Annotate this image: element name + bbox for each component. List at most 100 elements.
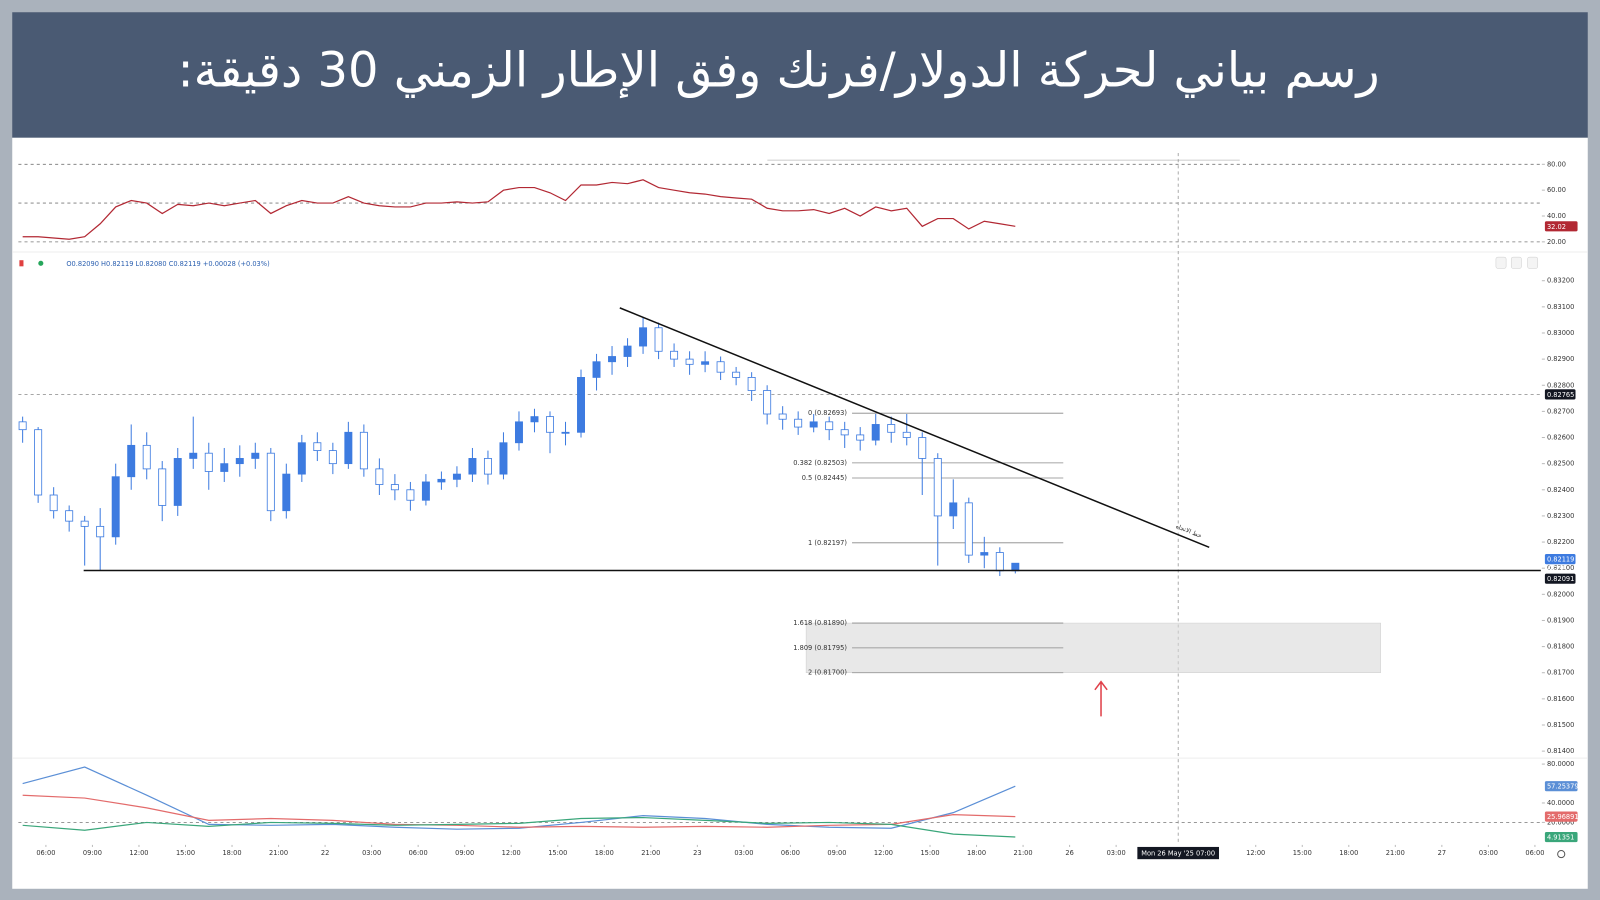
- x-tick-label: 06:00: [36, 849, 55, 857]
- candle-body: [701, 361, 710, 365]
- candle-body: [499, 442, 508, 475]
- chart-area: [12, 137, 1588, 889]
- candle-body: [856, 434, 865, 441]
- crosshair-price: 0.82765: [1547, 391, 1574, 399]
- x-tick-label: 03:00: [1479, 849, 1498, 857]
- fib-label: 0.5 (0.82445): [802, 474, 848, 482]
- fib-label: 0 (0.82693): [808, 409, 847, 417]
- x-tick-label: 06:00: [409, 849, 428, 857]
- x-tick-label: 12:00: [874, 849, 893, 857]
- y-tick-label: 0.82000: [1547, 590, 1574, 598]
- x-tick-label: 06:00: [1525, 849, 1544, 857]
- candle-body: [732, 371, 741, 378]
- candle-body: [794, 418, 803, 428]
- candle-body: [980, 552, 989, 556]
- y-tick-label: 0.81800: [1547, 643, 1574, 651]
- x-tick-label: 15:00: [920, 849, 939, 857]
- candle-body: [127, 444, 136, 478]
- fib-label: 1.618 (0.81890): [793, 619, 847, 627]
- candle-body: [639, 327, 648, 347]
- settings-icon[interactable]: [1557, 850, 1566, 859]
- x-tick-label: 18:00: [222, 849, 241, 857]
- target-arrow: [1094, 680, 1108, 717]
- y-tick-label: 0.81600: [1547, 695, 1574, 703]
- candle-body: [34, 429, 43, 496]
- last-price-bg: [1544, 554, 1576, 565]
- y-tick-label: 0.82300: [1547, 512, 1574, 520]
- ohlc-legend: O0.82090 H0.82119 L0.82080 C0.82119 +0.0…: [66, 260, 270, 268]
- candle-body: [18, 421, 27, 431]
- candle-body: [608, 356, 617, 363]
- y-tick-label: 0.81900: [1547, 616, 1574, 624]
- indicator-line: [22, 179, 1016, 240]
- x-tick-label: 09:00: [455, 849, 474, 857]
- y-tick-label: 0.83100: [1547, 303, 1574, 311]
- scroll-up-button[interactable]: [1495, 256, 1507, 269]
- candle-body: [189, 452, 198, 459]
- support-price-bg: [1544, 573, 1576, 584]
- y-tick-label: 0.82500: [1547, 460, 1574, 468]
- y-tick-label: 0.81700: [1547, 669, 1574, 677]
- candle-body: [375, 468, 384, 485]
- indicator-line: [22, 816, 1016, 838]
- candle-body: [359, 431, 368, 470]
- candle-body: [716, 361, 725, 373]
- x-tick-label: 03:00: [1107, 849, 1126, 857]
- y-tick-label: 80.00: [1547, 160, 1566, 168]
- candle-body: [964, 502, 973, 556]
- candle-body: [918, 437, 927, 459]
- candle-body: [871, 424, 880, 441]
- y-tick-label: 0.82400: [1547, 486, 1574, 494]
- symbol-icon: [19, 260, 24, 267]
- candle-body: [421, 481, 430, 501]
- candle-body: [235, 458, 244, 465]
- x-tick-label: 27: [1438, 849, 1446, 857]
- candle-body: [902, 431, 911, 438]
- candle-body: [809, 421, 818, 428]
- candle-body: [204, 452, 213, 472]
- support-price: 0.82091: [1547, 575, 1574, 583]
- y-tick-label: 40.00: [1547, 212, 1566, 220]
- countdown: 22:31: [1547, 563, 1566, 571]
- x-tick-label: 12:00: [129, 849, 148, 857]
- candle-body: [158, 468, 167, 506]
- y-tick-label: 0.82600: [1547, 434, 1574, 442]
- x-tick-label: 22: [321, 849, 329, 857]
- x-tick-label: 09:00: [827, 849, 846, 857]
- y-tick-label: 0.81500: [1547, 721, 1574, 729]
- last-value-badge: 57.25379: [1547, 783, 1579, 791]
- x-tick-label: 23: [693, 849, 701, 857]
- x-tick-label: 12:00: [502, 849, 521, 857]
- scroll-down-button[interactable]: [1510, 256, 1522, 269]
- candle-body: [763, 390, 772, 415]
- candle-body: [561, 431, 570, 434]
- last-value-badge: 25.96891: [1547, 813, 1579, 821]
- y-tick-label: 60.00: [1547, 186, 1566, 194]
- candle-body: [530, 416, 539, 423]
- y-tick-label: 0.82700: [1547, 407, 1574, 415]
- candle-body: [344, 431, 353, 465]
- y-tick-label: 0.82100: [1547, 564, 1574, 572]
- candle-body: [778, 413, 787, 420]
- candle-body: [282, 473, 291, 512]
- x-tick-label: 06:00: [781, 849, 800, 857]
- fib-label: 1.809 (0.81795): [793, 644, 847, 652]
- crosshair-time: Mon 26 May '25 07:00: [1141, 850, 1215, 858]
- candle-body: [995, 552, 1004, 572]
- y-tick-label: 0.83200: [1547, 277, 1574, 285]
- last-value-badge: 32.02: [1547, 223, 1566, 231]
- candle-body: [65, 510, 74, 522]
- y-tick-label: 0.83000: [1547, 329, 1574, 337]
- candle-body: [654, 327, 663, 352]
- last-value-badge-bg: [1544, 781, 1578, 792]
- candle-body: [949, 502, 958, 517]
- trendline: [619, 307, 1210, 548]
- reset-button[interactable]: [1527, 256, 1539, 269]
- indicator-line: [22, 794, 1016, 828]
- candle-body: [685, 358, 694, 365]
- candle-body: [840, 429, 849, 436]
- x-tick-label: 26: [1065, 849, 1073, 857]
- candle-body: [623, 345, 632, 357]
- candle-body: [313, 442, 322, 451]
